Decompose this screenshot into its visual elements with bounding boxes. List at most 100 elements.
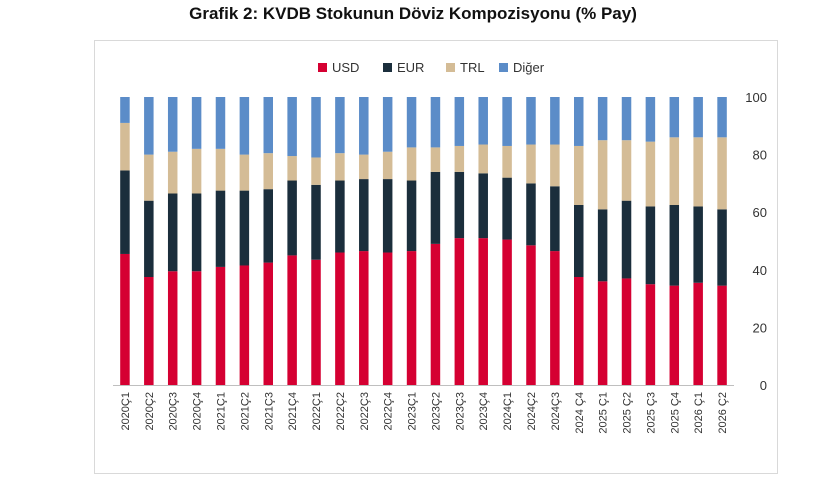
x-tick-label: 2025 Ç4 — [669, 392, 681, 434]
bar-eur-12 — [406, 180, 417, 252]
bar-diğer-18 — [550, 97, 560, 145]
bar-trl-1 — [144, 154, 154, 201]
bar-diğer-10 — [359, 97, 369, 155]
legend-swatch-trl — [446, 63, 455, 72]
bar-eur-18 — [550, 186, 560, 252]
bar-trl-0 — [120, 122, 130, 171]
bar-eur-4 — [215, 190, 226, 267]
bar-trl-23 — [669, 137, 680, 205]
x-tick-label: 2024 Ç4 — [574, 392, 586, 434]
bar-usd-5 — [239, 265, 250, 385]
bar-eur-20 — [597, 209, 608, 282]
y-tick-label: 0 — [760, 378, 767, 393]
bar-diğer-13 — [430, 97, 441, 148]
x-tick-label: 2021Ç3 — [263, 392, 275, 431]
y-tick-label: 80 — [753, 148, 767, 163]
bar-eur-8 — [311, 184, 321, 260]
x-tick-label: 2023Ç2 — [430, 392, 442, 431]
bar-usd-24 — [693, 282, 703, 385]
bar-usd-3 — [191, 271, 202, 385]
bar-diğer-25 — [717, 97, 727, 138]
bar-usd-1 — [144, 277, 154, 385]
bar-usd-10 — [359, 251, 369, 385]
bar-eur-19 — [574, 205, 584, 277]
bar-diğer-17 — [526, 97, 536, 145]
bar-trl-4 — [215, 148, 226, 191]
x-tick-label: 2020Ç1 — [120, 392, 132, 431]
bar-usd-23 — [669, 285, 680, 385]
x-tick-label: 2022Ç2 — [335, 392, 347, 431]
bar-eur-1 — [144, 200, 154, 277]
x-tick-label: 2023Ç4 — [478, 392, 490, 431]
bar-usd-0 — [120, 253, 130, 385]
x-tick-label: 2024Ç2 — [526, 392, 538, 431]
bar-usd-11 — [382, 252, 393, 385]
bar-trl-13 — [430, 147, 441, 172]
bar-diğer-6 — [263, 97, 273, 154]
x-tick-label: 2021Ç2 — [239, 392, 251, 431]
bar-usd-17 — [526, 245, 536, 385]
bar-eur-15 — [478, 173, 488, 239]
bar-eur-2 — [167, 193, 178, 272]
bar-diğer-24 — [693, 97, 703, 138]
x-tick-label: 2022Ç3 — [359, 392, 371, 431]
bar-eur-24 — [693, 206, 703, 283]
bar-usd-14 — [454, 238, 465, 385]
bar-trl-16 — [502, 145, 512, 178]
x-tick-label: 2021Ç1 — [215, 392, 227, 431]
bar-diğer-7 — [287, 97, 297, 157]
x-tick-label: 2026 Ç1 — [693, 392, 705, 434]
bar-trl-10 — [359, 154, 369, 180]
bar-eur-11 — [382, 179, 393, 253]
legend-label-trl: TRL — [460, 60, 485, 75]
bar-diğer-0 — [120, 97, 130, 123]
bar-usd-4 — [215, 266, 226, 385]
bar-diğer-9 — [335, 97, 345, 154]
bar-trl-24 — [693, 137, 703, 207]
bar-diğer-4 — [215, 97, 226, 149]
bar-trl-21 — [621, 140, 632, 201]
x-tick-label: 2025 Ç3 — [645, 392, 657, 434]
bar-trl-2 — [167, 151, 178, 194]
bar-usd-15 — [478, 238, 488, 385]
bar-trl-11 — [382, 151, 393, 180]
legend-label-diğer: Diğer — [513, 60, 545, 75]
y-tick-label: 60 — [753, 205, 767, 220]
bar-eur-10 — [359, 179, 369, 252]
bar-usd-22 — [645, 284, 656, 385]
bar-eur-14 — [454, 171, 465, 239]
bar-trl-15 — [478, 144, 488, 174]
bar-usd-2 — [167, 271, 178, 385]
x-tick-label: 2023Ç3 — [454, 392, 466, 431]
legend-swatch-usd — [318, 63, 327, 72]
y-tick-label: 20 — [753, 320, 767, 335]
bar-diğer-5 — [239, 97, 250, 155]
bar-trl-5 — [239, 154, 250, 191]
bar-trl-22 — [645, 141, 656, 207]
bar-diğer-16 — [502, 97, 512, 146]
bar-eur-0 — [120, 170, 130, 254]
bar-trl-6 — [263, 153, 273, 190]
bar-trl-12 — [406, 147, 417, 181]
bar-diğer-8 — [311, 97, 321, 158]
bar-usd-19 — [574, 277, 584, 385]
bar-usd-21 — [621, 278, 632, 385]
x-tick-label: 2020Ç3 — [168, 392, 180, 431]
bar-diğer-15 — [478, 97, 488, 145]
x-tick-label: 2022Ç1 — [311, 392, 323, 431]
x-tick-label: 2022Ç4 — [383, 392, 395, 431]
bar-diğer-2 — [167, 97, 178, 152]
bar-trl-9 — [335, 153, 345, 181]
bar-usd-8 — [311, 259, 321, 385]
x-tick-label: 2020Ç4 — [192, 392, 204, 431]
bar-trl-25 — [717, 137, 727, 210]
bar-eur-17 — [526, 183, 536, 246]
bar-usd-25 — [717, 285, 727, 385]
bar-diğer-3 — [191, 97, 202, 149]
y-tick-label: 40 — [753, 263, 767, 278]
bar-trl-20 — [597, 140, 608, 210]
bar-trl-7 — [287, 156, 297, 181]
bar-trl-19 — [574, 145, 584, 205]
bar-eur-13 — [430, 171, 441, 244]
